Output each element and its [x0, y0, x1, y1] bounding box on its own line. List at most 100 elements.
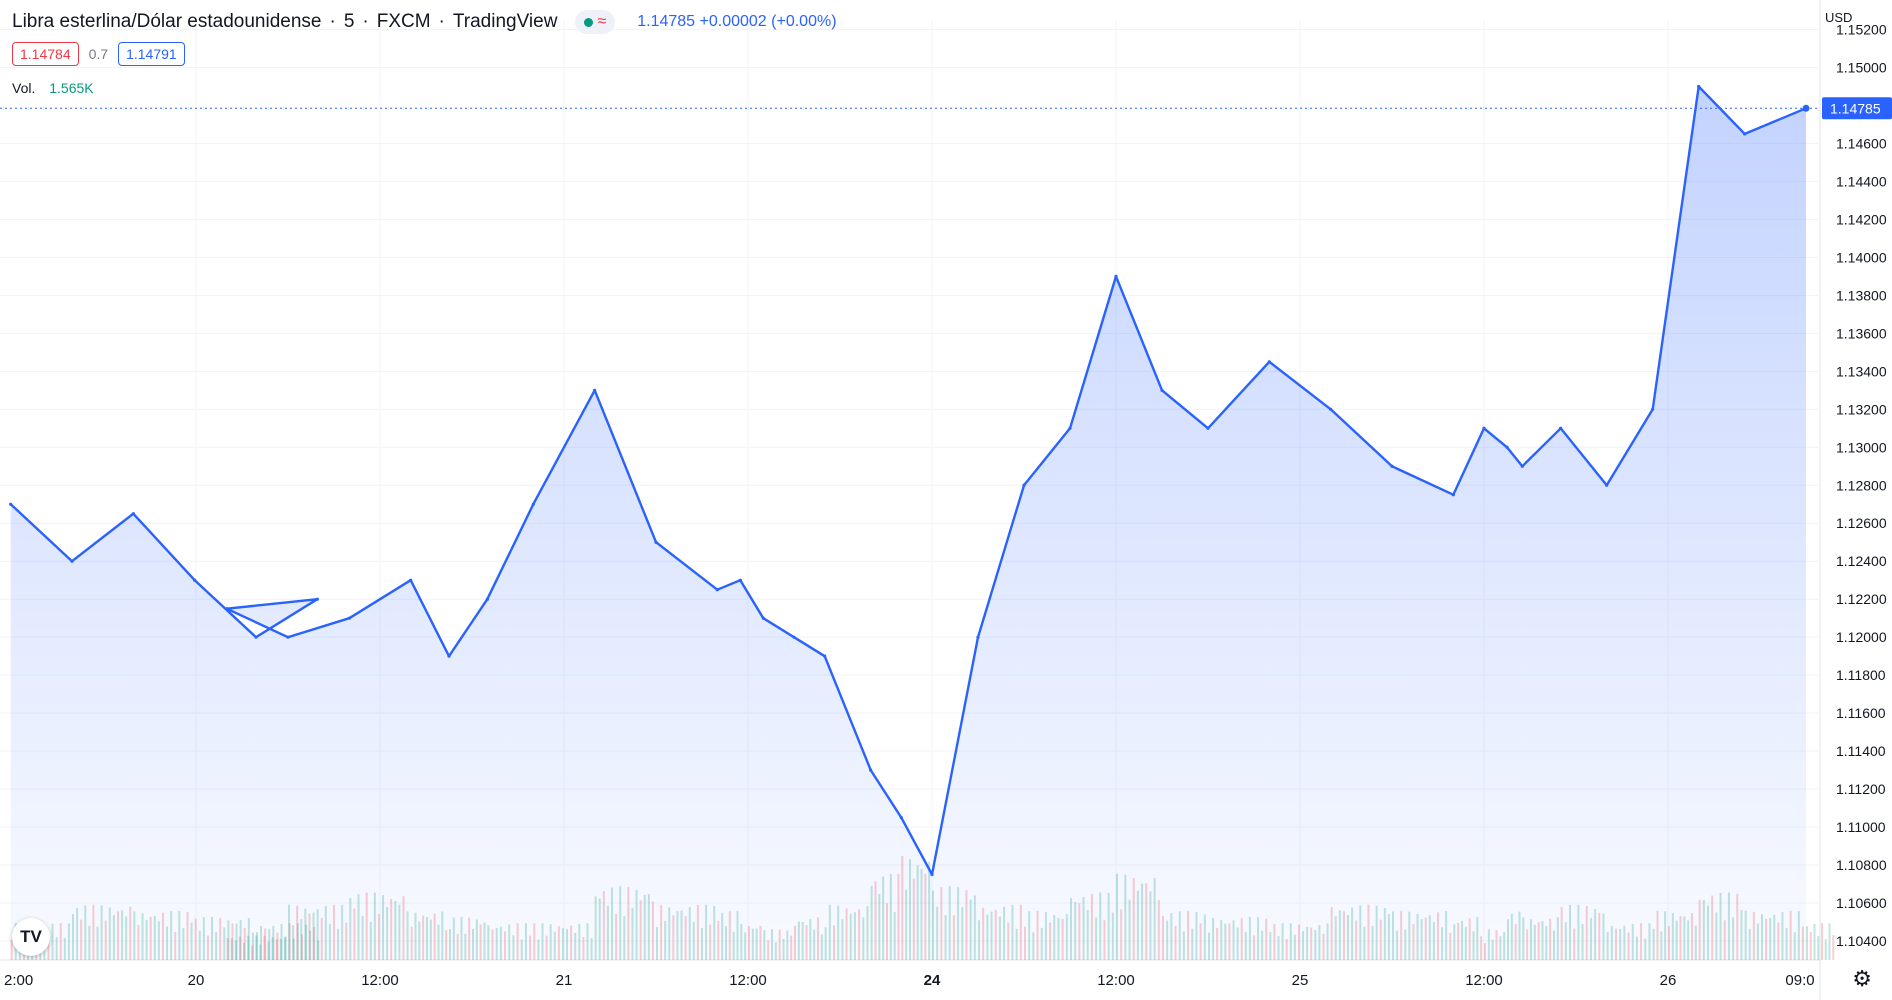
gear-icon[interactable]: ⚙ — [1852, 966, 1872, 991]
volume-bar — [1820, 923, 1823, 960]
price-point — [1114, 274, 1118, 278]
bid-ask-box: 1.14784 0.7 1.14791 — [12, 42, 185, 66]
price-point — [254, 635, 258, 639]
price-point — [792, 635, 796, 639]
price-point — [930, 872, 934, 877]
price-point — [409, 578, 413, 582]
x-tick-label: 25 — [1292, 972, 1309, 989]
price-point — [347, 616, 351, 620]
price-point — [654, 540, 658, 544]
y-tick-label: 1.12200 — [1836, 591, 1887, 607]
volume-bar — [1817, 935, 1820, 960]
y-tick-label: 1.10800 — [1836, 857, 1887, 873]
price-point — [869, 768, 873, 772]
y-tick-label: 1.10600 — [1836, 895, 1887, 911]
price-point — [1559, 426, 1563, 430]
price-point — [899, 815, 903, 820]
ask-price[interactable]: 1.14791 — [118, 42, 185, 66]
exchange-label: FXCM — [376, 11, 431, 32]
y-tick-label: 1.14200 — [1836, 211, 1887, 227]
price-point — [70, 559, 74, 563]
price-point — [225, 607, 229, 611]
price-point — [1267, 360, 1271, 364]
price-point — [1651, 407, 1655, 411]
volume-bar — [1809, 931, 1812, 960]
price-point — [531, 502, 535, 506]
separator: · — [329, 11, 336, 32]
price-point — [1390, 464, 1394, 468]
price-area — [10, 86, 1807, 960]
y-tick-label: 1.11200 — [1836, 781, 1886, 797]
volume-bar — [1824, 939, 1827, 960]
y-tick-label: 1.13000 — [1836, 439, 1887, 455]
price-point — [1022, 483, 1026, 487]
y-tick-label: 1.12400 — [1836, 553, 1887, 569]
symbol-name: Libra esterlina/Dólar estadounidense — [12, 11, 322, 32]
x-tick-label: 12:00 — [729, 972, 767, 989]
x-tick-label: 12:00 — [361, 972, 399, 989]
y-tick-label: 1.12600 — [1836, 515, 1887, 531]
live-dot-icon — [584, 17, 594, 27]
price-point — [761, 616, 765, 620]
volume-bar — [1813, 924, 1816, 960]
y-tick-label: 1.15200 — [1836, 21, 1887, 37]
last-quote: 1.14785 +0.00002 (+0.00%) — [637, 13, 836, 31]
volume-bar — [1805, 926, 1808, 960]
tradingview-logo[interactable]: TV — [12, 918, 50, 956]
y-tick-label: 1.13400 — [1836, 363, 1887, 379]
status-badge[interactable]: ≈ — [575, 10, 616, 34]
price-point — [193, 578, 197, 582]
price-point — [1697, 84, 1701, 89]
price-point — [738, 578, 742, 582]
y-tick-label: 1.13800 — [1836, 287, 1887, 303]
x-tick-label: 09:0 — [1785, 972, 1814, 989]
bid-price[interactable]: 1.14784 — [12, 42, 79, 66]
price-point — [1605, 483, 1609, 487]
price-point — [131, 512, 135, 516]
price-point — [286, 635, 290, 639]
spread-value: 0.7 — [88, 46, 109, 62]
currency-label[interactable]: USD — [1825, 10, 1853, 25]
interval-label[interactable]: 5 — [343, 11, 355, 32]
price-point — [1068, 426, 1072, 430]
price-change: +0.00002 — [699, 13, 767, 30]
y-tick-label: 1.11600 — [1836, 705, 1886, 721]
volume-legend: Vol. 1.565K — [12, 80, 94, 96]
y-tick-label: 1.13200 — [1836, 401, 1887, 417]
y-tick-label: 1.12000 — [1836, 629, 1887, 645]
x-tick-label: 26 — [1660, 972, 1677, 989]
price-point — [1520, 464, 1524, 468]
price-point — [1160, 388, 1164, 392]
separator: · — [362, 11, 369, 32]
price-point — [1505, 445, 1509, 449]
y-tick-label: 1.15000 — [1836, 59, 1887, 75]
price-point — [1743, 132, 1747, 136]
y-tick-label: 1.10400 — [1836, 933, 1887, 949]
price-point — [1482, 426, 1486, 430]
price-point — [593, 388, 597, 392]
y-tick-label: 1.14600 — [1836, 135, 1887, 151]
y-tick-label: 1.14000 — [1836, 249, 1887, 265]
last-price-label: 1.14785 — [1830, 100, 1881, 116]
price-point — [485, 597, 489, 601]
x-tick-label: 12:00 — [1465, 972, 1503, 989]
y-tick-label: 1.12800 — [1836, 477, 1887, 493]
volume-bar — [1828, 923, 1831, 960]
x-tick-label: 12:00 — [1097, 972, 1135, 989]
price-point — [1451, 493, 1455, 497]
approx-icon: ≈ — [597, 13, 607, 30]
x-tick-label: 24 — [924, 972, 941, 989]
price-point — [715, 588, 719, 592]
last-price-dot — [1802, 104, 1810, 112]
price-point — [315, 597, 319, 601]
price-point — [1329, 407, 1333, 411]
y-tick-label: 1.14400 — [1836, 173, 1887, 189]
price-change-pct: (+0.00%) — [771, 13, 837, 30]
price-point — [823, 654, 827, 658]
y-tick-label: 1.13600 — [1836, 325, 1887, 341]
x-tick-label: 2:00 — [4, 972, 33, 989]
volume-value: 1.565K — [49, 80, 94, 96]
y-tick-label: 1.11000 — [1836, 819, 1886, 835]
volume-label: Vol. — [12, 80, 36, 96]
